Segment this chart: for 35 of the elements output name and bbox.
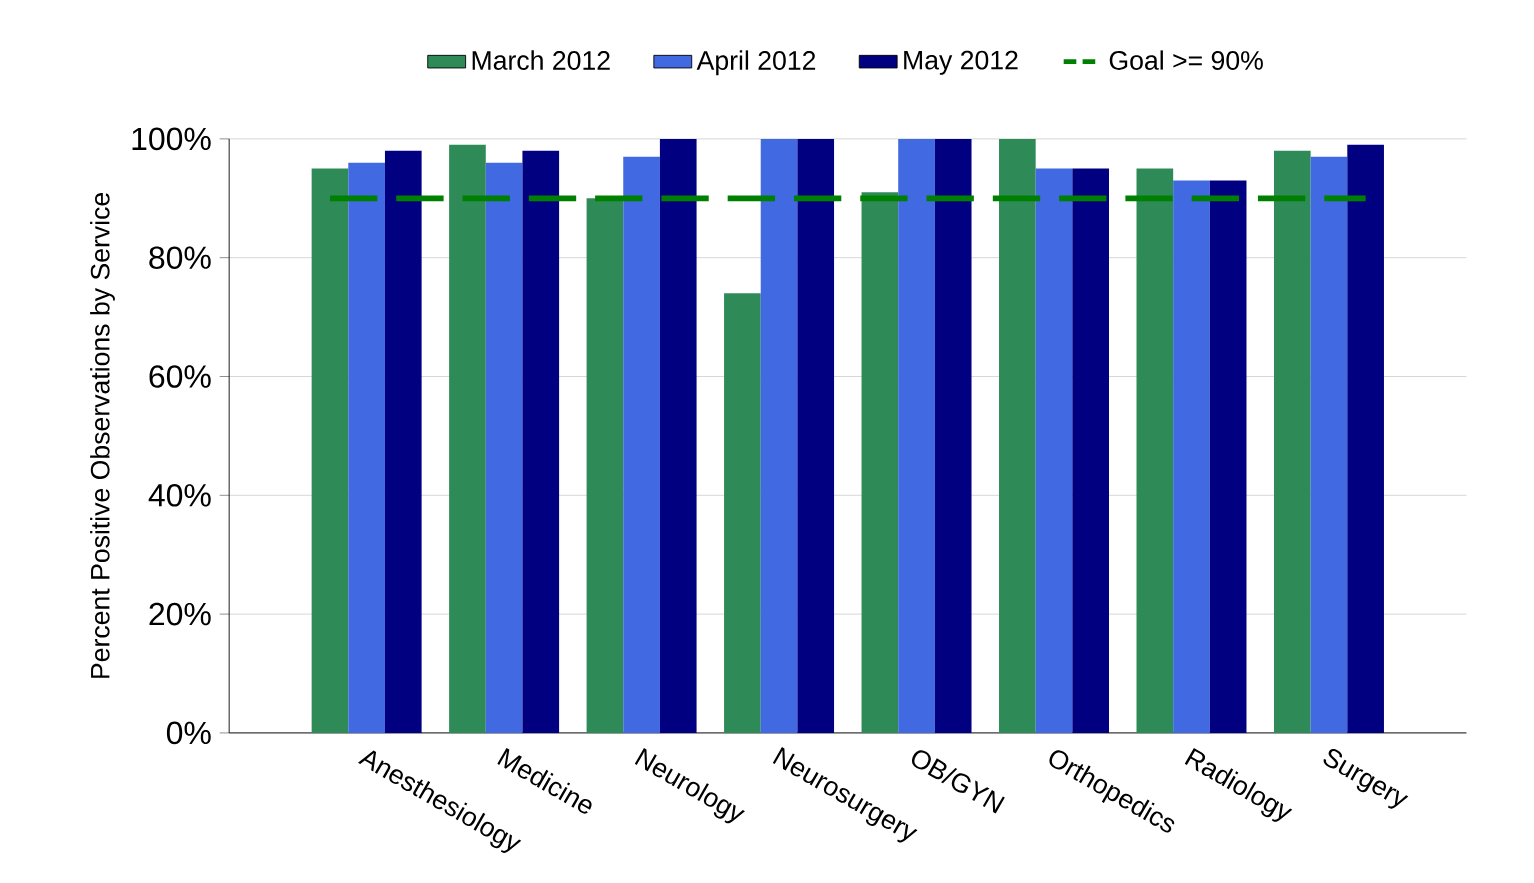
bar [797, 138, 835, 733]
bar [1310, 156, 1348, 733]
bar [1035, 168, 1073, 733]
y-tick-label: 60% [149, 365, 211, 388]
bar [449, 144, 486, 733]
legend-label: April 2012 [696, 50, 816, 76]
bar [311, 168, 349, 733]
bar [586, 198, 624, 733]
bar [934, 138, 972, 733]
bar [485, 162, 523, 733]
bar [1136, 168, 1174, 733]
bar [898, 138, 935, 733]
bar [623, 156, 660, 733]
bar [384, 150, 422, 733]
bar [659, 138, 697, 733]
bar [861, 192, 899, 733]
y-axis-title: Percent Positive Observations by Service [90, 192, 115, 678]
bar [999, 138, 1036, 733]
bar [1173, 180, 1210, 733]
legend-label: March 2012 [472, 50, 610, 70]
bar [1072, 168, 1110, 733]
bar [348, 162, 385, 733]
bar [1347, 144, 1384, 733]
legend-label: Goal >= 90% [1109, 50, 1263, 70]
bar [724, 293, 761, 733]
y-tick-label: 20% [149, 602, 211, 626]
legend-label: May 2012 [904, 50, 1018, 75]
y-tick-label: 80% [149, 246, 211, 269]
bar [522, 150, 560, 733]
y-tick-label: 0% [166, 721, 211, 745]
bar [1209, 180, 1247, 733]
bar [1273, 150, 1311, 733]
y-tick-label: 100% [132, 127, 211, 151]
bar [760, 138, 798, 733]
y-tick-label: 40% [148, 483, 211, 507]
